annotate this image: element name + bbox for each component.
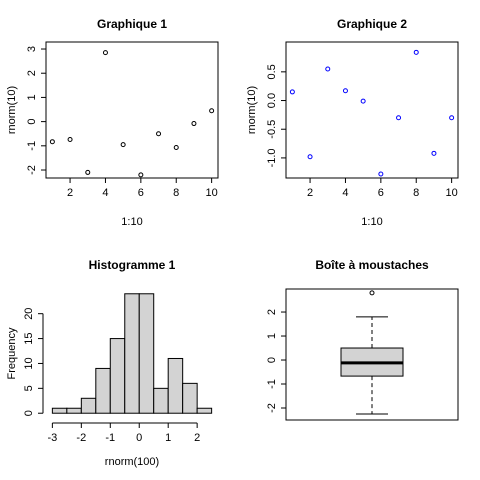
x-axis-label: 1:10 xyxy=(361,216,382,228)
x-tick-label: 10 xyxy=(206,187,218,199)
x-tick-label: -1 xyxy=(105,432,115,444)
y-tick-label: 10 xyxy=(23,357,35,369)
point xyxy=(431,150,437,156)
y-tick-label: 1 xyxy=(26,94,38,100)
bar xyxy=(109,338,126,414)
x-tick-label: 0 xyxy=(136,432,142,444)
bar xyxy=(138,293,155,414)
bar xyxy=(95,367,111,414)
plot-frame xyxy=(285,288,459,421)
y-axis-label: rnorm(10) xyxy=(246,86,258,134)
x-tick-label: 2 xyxy=(67,187,73,199)
y-tick-label: 2 xyxy=(266,309,278,315)
y-tick-label: -1.0 xyxy=(266,148,278,167)
point xyxy=(396,115,402,121)
bar xyxy=(196,407,213,414)
x-tick-label: 4 xyxy=(102,187,108,199)
point xyxy=(307,154,313,160)
x-tick-label: -2 xyxy=(76,432,86,444)
y-tick-label: 3 xyxy=(26,46,38,52)
chart-title: Graphique 2 xyxy=(337,17,407,31)
x-tick-label: 1 xyxy=(165,432,171,444)
y-tick-label: 0.5 xyxy=(266,64,278,79)
plot-frame xyxy=(285,41,459,179)
y-tick-label: 20 xyxy=(23,308,35,320)
x-tick-label: -3 xyxy=(47,432,57,444)
point xyxy=(120,142,126,148)
point xyxy=(49,139,55,145)
x-axis-label: rnorm(100) xyxy=(105,456,159,468)
y-axis-label: Frequency xyxy=(6,327,18,379)
chart-title: Graphique 1 xyxy=(97,17,167,31)
point xyxy=(102,50,108,56)
point xyxy=(191,121,197,127)
point xyxy=(413,49,419,55)
x-tick-label: 2 xyxy=(307,187,313,199)
point xyxy=(325,66,331,72)
x-tick-label: 8 xyxy=(173,187,179,199)
x-tick-label: 6 xyxy=(378,187,384,199)
y-tick-label: -1 xyxy=(266,379,278,389)
point xyxy=(289,89,295,95)
y-tick-label: -2 xyxy=(26,165,38,175)
point xyxy=(67,137,73,143)
y-tick-label: 0 xyxy=(266,357,278,363)
x-tick-label: 8 xyxy=(413,187,419,199)
x-tick-label: 6 xyxy=(138,187,144,199)
chart-title: Boîte à moustaches xyxy=(315,258,429,272)
y-tick-label: 1 xyxy=(266,333,278,339)
chart-title: Histogramme 1 xyxy=(89,258,176,272)
plot-frame xyxy=(45,41,219,179)
y-tick-label: 15 xyxy=(23,332,35,344)
bar xyxy=(182,382,198,414)
point xyxy=(173,145,179,151)
x-tick-label: 10 xyxy=(446,187,458,199)
bar xyxy=(66,407,82,414)
y-tick-label: 0 xyxy=(23,410,35,416)
point xyxy=(449,115,455,121)
x-tick-label: 4 xyxy=(342,187,348,199)
bar xyxy=(51,407,68,414)
point xyxy=(85,169,91,175)
y-tick-label: -0.5 xyxy=(266,120,278,139)
y-tick-label: -1 xyxy=(26,141,38,151)
bar xyxy=(124,293,140,414)
outlier xyxy=(369,290,375,296)
bar xyxy=(80,397,97,414)
y-tick-label: 2 xyxy=(26,70,38,76)
y-tick-label: -2 xyxy=(266,403,278,413)
bar xyxy=(167,357,184,414)
bar xyxy=(153,387,169,414)
point xyxy=(138,172,144,178)
y-axis-label: rnorm(10) xyxy=(6,86,18,134)
point xyxy=(378,171,384,177)
point xyxy=(156,131,162,137)
x-tick-label: 2 xyxy=(194,432,200,444)
x-axis-label: 1:10 xyxy=(121,216,142,228)
point xyxy=(209,108,215,114)
y-tick-label: 0 xyxy=(26,119,38,125)
y-tick-label: 0.0 xyxy=(266,93,278,108)
point xyxy=(342,88,348,94)
y-tick-label: 5 xyxy=(23,385,35,391)
point xyxy=(360,98,366,104)
